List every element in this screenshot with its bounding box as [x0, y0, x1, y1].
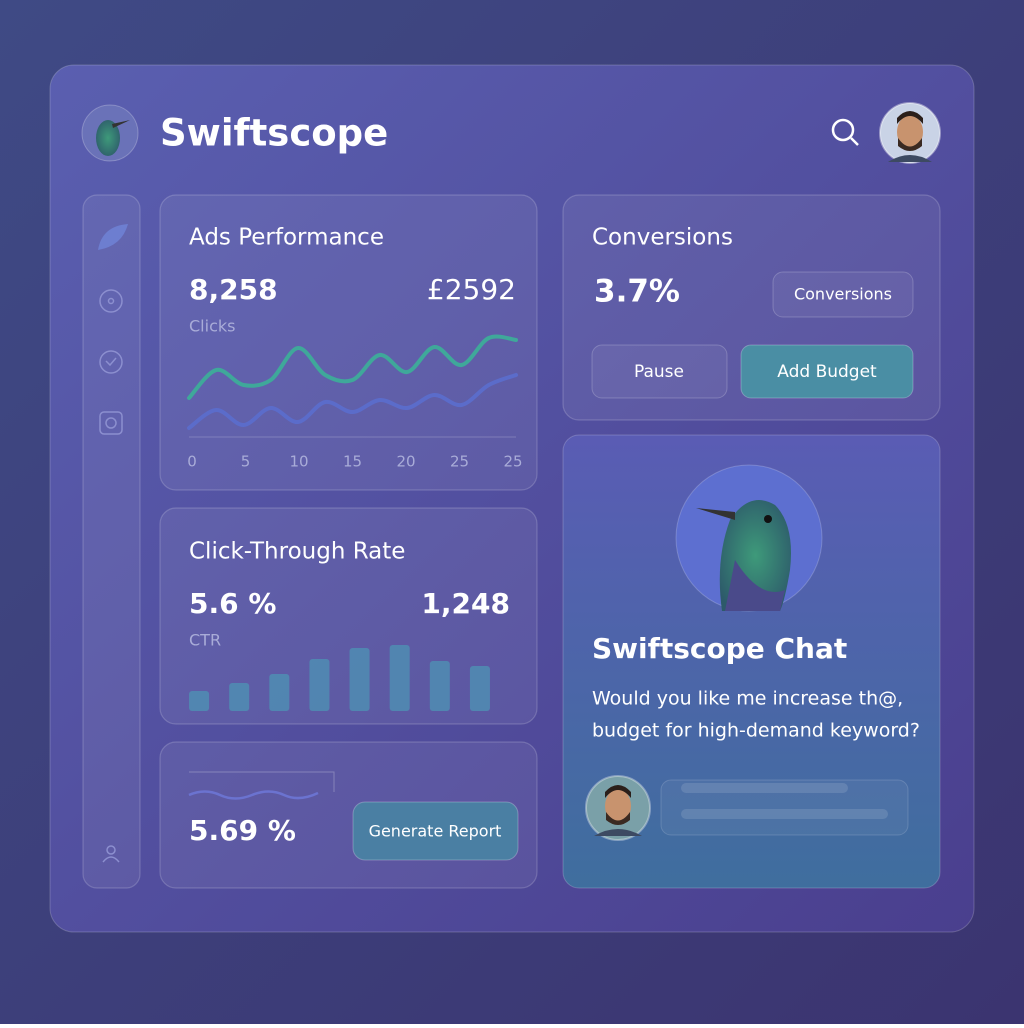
ctr-value: 5.6 % — [189, 587, 276, 620]
search-icon[interactable] — [831, 118, 859, 146]
nav-profile[interactable] — [102, 845, 120, 863]
app-title: Swiftscope — [160, 112, 388, 155]
line-chart: 0 5 10 15 20 25 25 — [187, 334, 523, 471]
conversion-rate: 3.7% — [594, 274, 680, 310]
nav-item[interactable] — [99, 289, 123, 313]
bar — [429, 661, 450, 711]
x-tick-label: 5 — [241, 453, 251, 471]
ads-card — [159, 194, 538, 491]
bar — [349, 648, 370, 711]
user-avatar[interactable] — [879, 102, 941, 164]
line-series — [187, 334, 518, 400]
conversions-button[interactable]: Conversions — [772, 271, 914, 318]
nav-item[interactable] — [99, 350, 123, 374]
chat-message: budget for high-demand keyword? — [592, 720, 920, 742]
sidebar — [82, 194, 141, 889]
bar — [469, 666, 490, 711]
generate-report-button[interactable]: Generate Report — [352, 801, 519, 861]
spend-value: £2592 — [427, 273, 516, 306]
logo — [81, 104, 139, 162]
card-title: Click-Through Rate — [189, 539, 405, 565]
summary-value: 5.69 % — [189, 814, 296, 847]
x-tick-label: 25 — [450, 453, 469, 471]
button-label: Add Budget — [777, 362, 877, 382]
x-tick-label: 20 — [396, 453, 415, 471]
card-title: Conversions — [592, 225, 733, 251]
x-tick-label: 10 — [289, 453, 308, 471]
pause-button[interactable]: Pause — [591, 344, 728, 399]
clicks-value: 8,258 — [189, 273, 278, 306]
bar — [229, 683, 250, 711]
chat-bird — [675, 464, 823, 612]
x-tick-label: 0 — [187, 453, 197, 471]
x-tick-label: 25 — [503, 453, 522, 471]
button-label: Pause — [634, 362, 684, 382]
chat-card — [562, 434, 941, 889]
button-label: Generate Report — [369, 822, 502, 841]
ctr-count: 1,248 — [421, 587, 510, 620]
add-budget-button[interactable]: Add Budget — [740, 344, 914, 399]
bar-chart — [189, 645, 490, 711]
nav-home[interactable] — [98, 224, 128, 250]
line-series — [187, 373, 518, 430]
decor-line — [189, 771, 335, 792]
bar — [269, 674, 290, 711]
button-label: Conversions — [794, 285, 892, 304]
nav-item[interactable] — [99, 411, 123, 435]
bar — [189, 691, 210, 711]
ctr-label: CTR — [189, 631, 221, 650]
card-title: Ads Performance — [189, 225, 384, 251]
chat-input[interactable] — [660, 779, 909, 836]
bar — [389, 645, 410, 711]
chat-title: Swiftscope Chat — [592, 632, 847, 665]
bar — [309, 659, 330, 711]
x-tick-label: 15 — [343, 453, 362, 471]
chat-avatar — [585, 775, 651, 841]
chat-message: Would you like me increase th@, — [592, 688, 903, 710]
sparkline — [188, 790, 319, 800]
clicks-label: Clicks — [189, 317, 235, 336]
